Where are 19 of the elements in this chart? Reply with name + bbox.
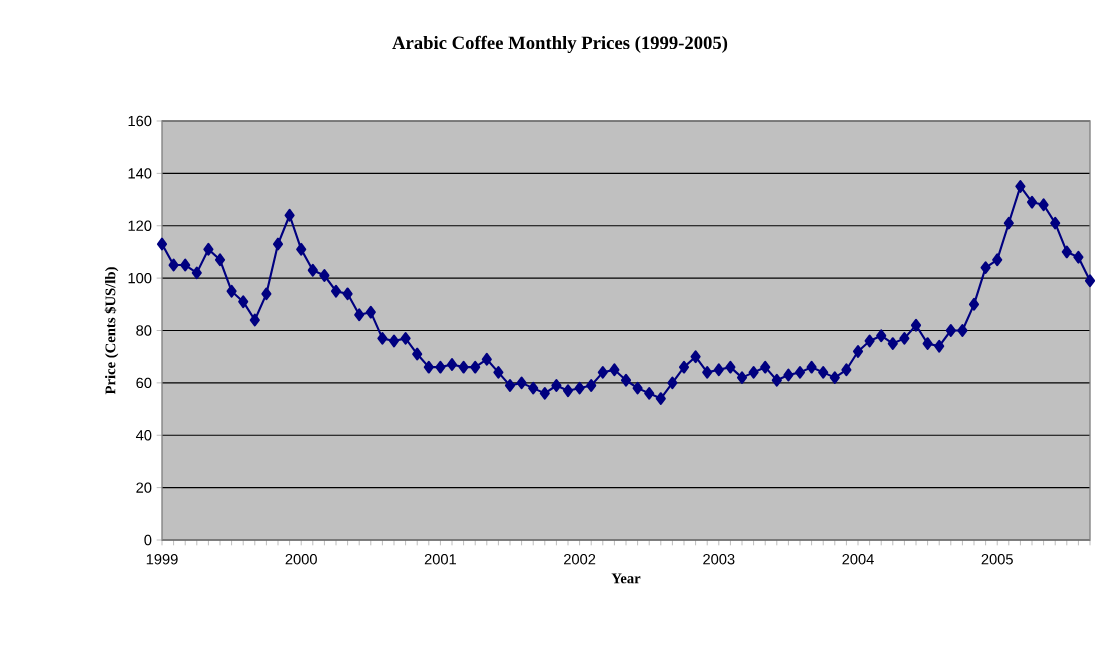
x-tick-label: 2001 [424,554,456,565]
y-tick-label: 40 [135,430,152,441]
y-tick-label: 60 [136,377,152,389]
x-tick-label: 2005 [981,554,1013,565]
chart-title: Arabic Coffee Monthly Prices (1999-2005) [392,35,728,53]
x-tick-label: 2000 [285,554,317,565]
x-tick-label: 2003 [703,554,735,565]
y-tick-label: 0 [144,534,152,546]
x-axis-title: Year [611,573,641,584]
y-tick-label: 80 [136,325,152,336]
x-tick-label: 2004 [842,554,874,565]
y-tick-label: 100 [128,272,152,284]
y-axis-title: Price (Cents $US/lb) [104,267,119,395]
x-tick-label: 2002 [564,554,596,565]
x-tick-label: 1999 [146,554,178,565]
y-tick-label: 160 [128,115,152,127]
y-tick-label: 20 [136,482,152,493]
y-tick-label: 120 [128,220,152,231]
y-tick-label: 140 [128,168,152,179]
